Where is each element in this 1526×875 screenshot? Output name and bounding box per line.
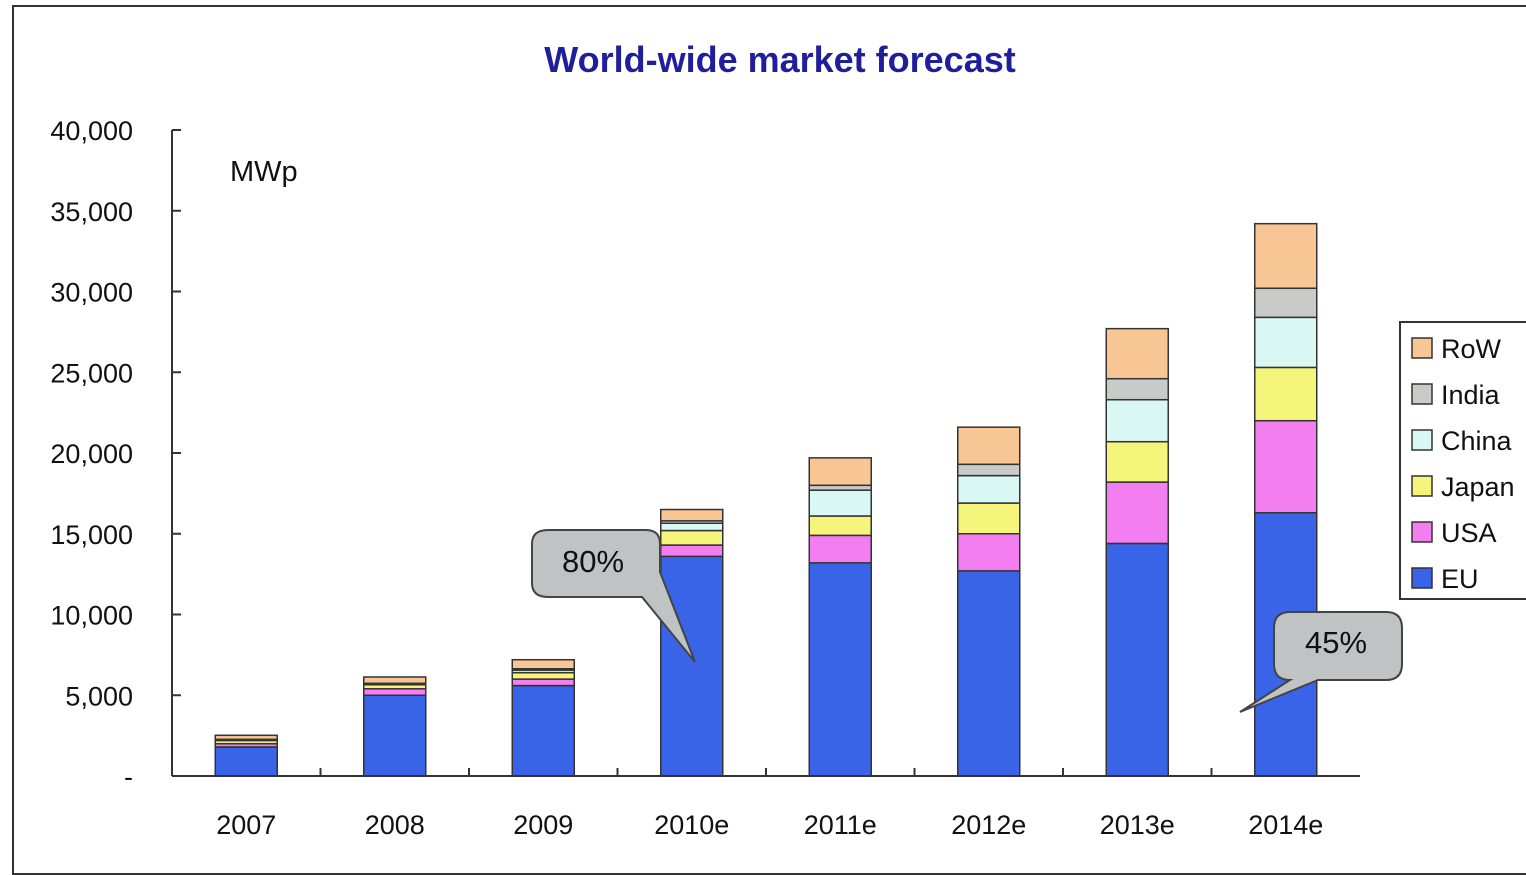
y-tick-label: 20,000 bbox=[50, 439, 133, 469]
bar-segment-row-2011e bbox=[809, 458, 871, 485]
x-tick-label: 2008 bbox=[365, 810, 425, 840]
bar-segment-row-2007 bbox=[215, 735, 277, 739]
bar-segment-usa-2012e bbox=[958, 534, 1020, 571]
bar-segment-japan-2010e bbox=[661, 531, 723, 546]
legend-swatch-china bbox=[1412, 430, 1432, 450]
x-tick-label: 2013e bbox=[1100, 810, 1175, 840]
bar-segment-china-2012e bbox=[958, 476, 1020, 503]
legend-label-china: China bbox=[1441, 426, 1513, 456]
legend: RoW India China Japan USA EU bbox=[1400, 322, 1526, 599]
bar-segment-china-2011e bbox=[809, 490, 871, 516]
bar-segment-eu-2009 bbox=[512, 686, 574, 776]
x-tick-label: 2011e bbox=[804, 810, 877, 840]
x-tick-label: 2014e bbox=[1248, 810, 1323, 840]
bar-segment-row-2014e bbox=[1255, 224, 1317, 289]
legend-swatch-usa bbox=[1412, 522, 1432, 542]
bar-segment-eu-2011e bbox=[809, 563, 871, 776]
callout-label-80: 80% bbox=[562, 544, 624, 579]
bar-segment-row-2010e bbox=[661, 510, 723, 521]
y-tick-label: 25,000 bbox=[50, 358, 133, 388]
y-tick-label: 30,000 bbox=[50, 278, 133, 308]
bar-segment-japan-2014e bbox=[1255, 367, 1317, 420]
legend-label-japan: Japan bbox=[1441, 472, 1515, 502]
bar-segment-japan-2013e bbox=[1106, 442, 1168, 482]
bar-segment-usa-2010e bbox=[661, 545, 723, 556]
legend-label-row: RoW bbox=[1441, 334, 1502, 364]
x-tick-label: 2012e bbox=[951, 810, 1026, 840]
bar-segment-usa-2009 bbox=[512, 679, 574, 685]
bar-segment-china-2010e bbox=[661, 523, 723, 530]
x-tick-label: 2009 bbox=[513, 810, 573, 840]
bar-segment-eu-2010e bbox=[661, 556, 723, 776]
axes-group bbox=[172, 130, 1360, 776]
legend-swatch-row bbox=[1412, 338, 1432, 358]
legend-label-india: India bbox=[1441, 380, 1501, 410]
bar-segment-india-2014e bbox=[1255, 288, 1317, 317]
y-tick-label: 40,000 bbox=[50, 116, 133, 146]
bar-segment-eu-2013e bbox=[1106, 543, 1168, 776]
bars-group bbox=[215, 224, 1317, 776]
y-tick-label: - bbox=[124, 762, 133, 792]
bar-segment-japan-2011e bbox=[809, 516, 871, 535]
bar-segment-eu-2008 bbox=[364, 695, 426, 776]
x-tick-label: 2010e bbox=[654, 810, 729, 840]
y-tick-label: 5,000 bbox=[65, 681, 133, 711]
legend-label-usa: USA bbox=[1441, 518, 1497, 548]
bar-segment-row-2012e bbox=[958, 427, 1020, 464]
bar-segment-japan-2009 bbox=[512, 673, 574, 679]
bar-segment-eu-2007 bbox=[215, 747, 277, 776]
x-tick-labels: 2007 2008 2009 2010e 2011e 2012e 2013e 2014e bbox=[216, 810, 1323, 840]
bar-segment-usa-2013e bbox=[1106, 482, 1168, 543]
legend-swatch-japan bbox=[1412, 476, 1432, 496]
bar-segment-usa-2011e bbox=[809, 535, 871, 562]
callout-label-45: 45% bbox=[1305, 625, 1367, 660]
y-tick-label: 35,000 bbox=[50, 197, 133, 227]
bar-segment-row-2008 bbox=[364, 677, 426, 683]
legend-swatch-eu bbox=[1412, 568, 1432, 588]
bar-segment-india-2012e bbox=[958, 464, 1020, 475]
bar-segment-india-2013e bbox=[1106, 379, 1168, 400]
y-tick-label: 15,000 bbox=[50, 520, 133, 550]
x-tick-label: 2007 bbox=[216, 810, 276, 840]
bar-segment-eu-2012e bbox=[958, 571, 1020, 776]
chart-title: World-wide market forecast bbox=[544, 39, 1015, 80]
bar-segment-row-2009 bbox=[512, 660, 574, 669]
legend-swatch-india bbox=[1412, 384, 1432, 404]
bar-segment-usa-2014e bbox=[1255, 421, 1317, 513]
bar-segment-japan-2012e bbox=[958, 503, 1020, 534]
bar-segment-china-2013e bbox=[1106, 400, 1168, 442]
unit-label: MWp bbox=[230, 156, 298, 188]
bar-segment-row-2013e bbox=[1106, 329, 1168, 379]
bar-segment-usa-2008 bbox=[364, 689, 426, 695]
legend-label-eu: EU bbox=[1441, 564, 1479, 594]
y-tick-labels: - 5,000 10,000 15,000 20,000 25,000 30,000 35,0… bbox=[50, 116, 133, 792]
bar-segment-china-2014e bbox=[1255, 317, 1317, 367]
y-tick-label: 10,000 bbox=[50, 601, 133, 631]
